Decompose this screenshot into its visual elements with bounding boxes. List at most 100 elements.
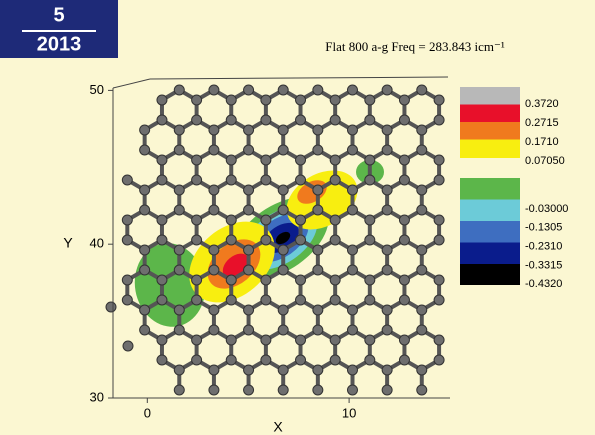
badge-year: 2013 — [37, 33, 82, 55]
atom — [277, 244, 289, 256]
atom — [260, 114, 272, 126]
atom — [173, 184, 185, 196]
atom — [105, 301, 117, 313]
atom — [139, 304, 151, 316]
atom — [225, 94, 237, 106]
atom — [416, 304, 428, 316]
atom — [433, 114, 445, 126]
legend-label: -0.03000 — [525, 203, 568, 215]
atom — [191, 94, 203, 106]
atom — [260, 154, 272, 166]
atom — [295, 274, 307, 286]
atom — [191, 294, 203, 306]
atom — [277, 304, 289, 316]
atom — [364, 174, 376, 186]
atom — [312, 264, 324, 276]
atom — [433, 334, 445, 346]
contour-region — [275, 231, 291, 245]
legend-swatch — [460, 104, 520, 122]
atom — [260, 294, 272, 306]
atom — [277, 204, 289, 216]
y-tick-label: 50 — [90, 82, 104, 97]
atom — [139, 324, 151, 336]
atom — [329, 154, 341, 166]
atom — [295, 154, 307, 166]
atom — [122, 340, 134, 352]
atom — [364, 214, 376, 226]
atom — [381, 204, 393, 216]
atom — [225, 174, 237, 186]
atom — [295, 214, 307, 226]
atom — [329, 94, 341, 106]
atom — [416, 264, 428, 276]
atom — [243, 84, 255, 96]
atom — [208, 184, 220, 196]
atom — [312, 304, 324, 316]
atom — [260, 354, 272, 366]
x-tick-label: 0 — [144, 405, 151, 420]
atom — [173, 84, 185, 96]
legend-swatch — [460, 242, 520, 264]
atom — [433, 294, 445, 306]
atom — [295, 354, 307, 366]
atom — [398, 334, 410, 346]
atom — [260, 94, 272, 106]
atom — [260, 234, 272, 246]
legend-label: -0.2310 — [525, 241, 562, 253]
atom — [156, 294, 168, 306]
atom — [312, 364, 324, 376]
atom — [243, 324, 255, 336]
atom — [225, 294, 237, 306]
atom — [329, 354, 341, 366]
atom — [416, 384, 428, 396]
atom — [243, 204, 255, 216]
atom — [208, 304, 220, 316]
frame-line — [149, 76, 449, 80]
atom — [208, 384, 220, 396]
atom — [295, 114, 307, 126]
atom — [312, 204, 324, 216]
atom — [381, 364, 393, 376]
atom — [433, 214, 445, 226]
atom — [139, 264, 151, 276]
frame-line — [112, 78, 151, 89]
atom — [433, 154, 445, 166]
legend-label: -0.1305 — [525, 222, 562, 234]
atom — [156, 154, 168, 166]
atom — [225, 334, 237, 346]
atom — [173, 304, 185, 316]
atom — [225, 114, 237, 126]
atom — [243, 144, 255, 156]
atom — [329, 274, 341, 286]
atom — [191, 274, 203, 286]
atom — [156, 114, 168, 126]
atom — [381, 304, 393, 316]
atom — [156, 354, 168, 366]
atom — [208, 244, 220, 256]
atom — [121, 294, 133, 306]
atom — [346, 264, 358, 276]
atom — [329, 334, 341, 346]
atom — [381, 244, 393, 256]
atom — [364, 154, 376, 166]
atom — [277, 324, 289, 336]
x-tick-label: 10 — [342, 405, 356, 420]
atom — [312, 124, 324, 136]
atom — [260, 174, 272, 186]
atom — [416, 204, 428, 216]
atom — [173, 364, 185, 376]
atom — [398, 114, 410, 126]
atom — [398, 274, 410, 286]
atom — [277, 264, 289, 276]
atom — [398, 214, 410, 226]
atom — [225, 354, 237, 366]
atom — [381, 184, 393, 196]
atom — [173, 384, 185, 396]
atom — [346, 184, 358, 196]
atom — [295, 174, 307, 186]
atom — [295, 334, 307, 346]
atom — [329, 294, 341, 306]
atom — [191, 174, 203, 186]
atom — [277, 144, 289, 156]
atom — [346, 364, 358, 376]
